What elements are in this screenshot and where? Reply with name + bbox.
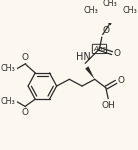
Text: Abs: Abs [93,46,106,52]
Text: O: O [21,108,28,117]
Text: CH₃: CH₃ [1,64,15,73]
Text: HN: HN [76,52,91,62]
Text: CH₃: CH₃ [122,6,137,15]
Text: O: O [21,53,28,62]
Text: O: O [118,76,125,85]
Polygon shape [85,66,95,79]
Text: O: O [114,49,121,58]
Text: O: O [103,26,110,35]
Text: CH₃: CH₃ [102,0,117,8]
Text: OH: OH [101,101,115,110]
FancyBboxPatch shape [92,44,107,54]
Text: CH₃: CH₃ [83,6,98,15]
Text: CH₃: CH₃ [1,97,15,106]
